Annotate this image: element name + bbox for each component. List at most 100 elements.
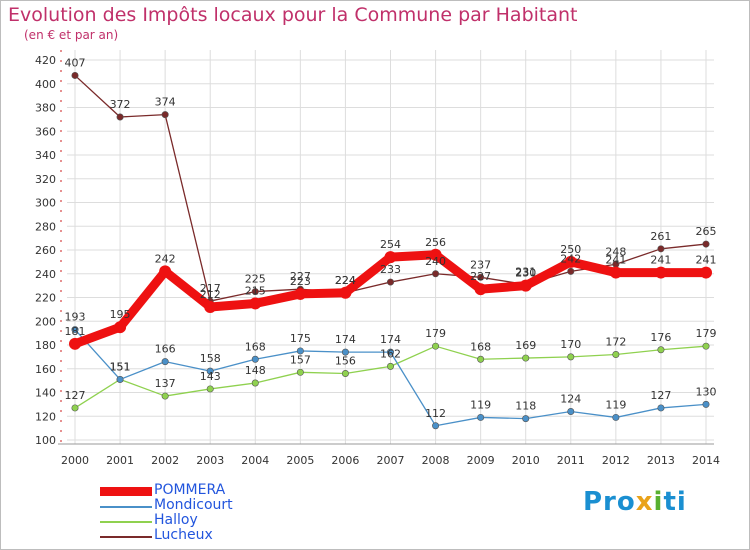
data-point-halloy <box>432 342 440 350</box>
data-label-lucheux: 231 <box>515 265 536 278</box>
data-label-lucheux: 248 <box>605 245 626 258</box>
data-point-halloy <box>71 404 79 412</box>
data-label-pommera: 242 <box>155 252 176 265</box>
x-tick-label: 2002 <box>151 454 179 467</box>
data-label-halloy: 127 <box>65 389 86 402</box>
data-label-mondicourt: 119 <box>605 398 626 411</box>
data-point-mondicourt <box>251 355 259 363</box>
data-point-pommera <box>654 266 667 279</box>
data-label-mondicourt: 193 <box>65 311 86 324</box>
data-point-lucheux <box>477 273 485 281</box>
x-tick-label: 2004 <box>241 454 269 467</box>
data-point-mondicourt <box>477 413 485 421</box>
x-tick-label: 2006 <box>331 454 359 467</box>
data-point-halloy <box>161 392 169 400</box>
data-point-mondicourt <box>567 407 575 415</box>
data-label-halloy: 143 <box>200 370 221 383</box>
x-tick-label: 2001 <box>106 454 134 467</box>
x-tick-label: 2011 <box>557 454 585 467</box>
data-label-halloy: 179 <box>696 327 717 340</box>
data-point-lucheux <box>657 245 665 253</box>
data-point-pommera <box>474 283 487 296</box>
data-point-pommera <box>384 251 397 264</box>
data-label-pommera: 181 <box>65 325 86 338</box>
y-tick-label: 280 <box>35 220 56 233</box>
y-tick-label: 320 <box>35 173 56 186</box>
data-point-mondicourt <box>386 348 394 356</box>
logo-part-4: ti <box>663 487 687 517</box>
data-label-mondicourt: 112 <box>425 407 446 420</box>
data-point-halloy <box>341 369 349 377</box>
data-point-mondicourt <box>702 400 710 408</box>
data-label-lucheux: 261 <box>650 230 671 243</box>
data-point-lucheux <box>432 270 440 278</box>
logo-part-2: x <box>635 487 654 517</box>
y-tick-label: 400 <box>35 78 56 91</box>
x-tick-label: 2009 <box>467 454 495 467</box>
data-point-pommera <box>429 248 442 261</box>
data-label-halloy: 156 <box>335 355 356 368</box>
data-point-lucheux <box>567 267 575 275</box>
data-point-mondicourt <box>206 367 214 375</box>
data-label-pommera: 241 <box>605 254 626 267</box>
data-label-lucheux: 242 <box>560 252 581 265</box>
data-label-halloy: 137 <box>155 377 176 390</box>
proxiti-logo: Proxiti <box>583 487 687 517</box>
data-label-pommera: 223 <box>290 275 311 288</box>
x-tick-label: 2012 <box>602 454 630 467</box>
data-label-pommera: 212 <box>200 288 221 301</box>
data-label-halloy: 148 <box>245 364 266 377</box>
data-label-mondicourt: 124 <box>560 393 581 406</box>
data-point-pommera <box>204 301 217 313</box>
chart-subtitle: (en € et par an) <box>24 28 119 42</box>
chart-title: Evolution des Impôts locaux pour la Comm… <box>8 4 578 26</box>
data-label-pommera: 215 <box>245 284 266 297</box>
data-label-pommera: 250 <box>560 243 581 256</box>
data-label-pommera: 224 <box>335 274 356 287</box>
x-tick-label: 2010 <box>512 454 540 467</box>
data-label-halloy: 168 <box>470 340 491 353</box>
data-point-pommera <box>249 297 262 310</box>
data-label-lucheux: 265 <box>696 225 717 238</box>
x-tick-label: 2013 <box>647 454 675 467</box>
data-label-mondicourt: 119 <box>470 398 491 411</box>
data-label-halloy: 170 <box>560 338 581 351</box>
data-label-lucheux: 233 <box>380 263 401 276</box>
data-label-pommera: 241 <box>650 254 671 267</box>
y-tick-label: 160 <box>35 363 56 376</box>
data-label-lucheux: 225 <box>245 273 266 286</box>
y-tick-label: 340 <box>35 149 56 162</box>
legend-item-mondicourt: Mondicourt <box>100 497 300 514</box>
data-point-mondicourt <box>612 413 620 421</box>
data-label-halloy: 179 <box>425 327 446 340</box>
data-label-halloy: 157 <box>290 353 311 366</box>
y-tick-label: 100 <box>35 434 56 447</box>
data-label-mondicourt: 158 <box>200 352 221 365</box>
data-point-mondicourt <box>116 375 124 383</box>
data-point-halloy <box>702 342 710 350</box>
legend-label-mondicourt: Mondicourt <box>154 497 233 513</box>
y-tick-label: 180 <box>35 339 56 352</box>
x-tick-label: 2014 <box>692 454 720 467</box>
data-label-lucheux: 237 <box>470 258 491 271</box>
data-label-mondicourt: 130 <box>696 385 717 398</box>
data-label-lucheux: 372 <box>110 98 131 111</box>
data-point-halloy <box>206 385 214 393</box>
data-label-halloy: 169 <box>515 339 536 352</box>
legend-swatch-pommera <box>100 487 152 496</box>
data-point-mondicourt <box>522 415 530 423</box>
legend-label-lucheux: Lucheux <box>154 527 213 543</box>
y-tick-label: 260 <box>35 244 56 257</box>
x-tick-label: 2007 <box>377 454 405 467</box>
data-point-halloy <box>657 346 665 354</box>
data-point-halloy <box>296 368 304 376</box>
data-label-lucheux: 227 <box>290 270 311 283</box>
data-label-mondicourt: 174 <box>335 333 356 346</box>
data-label-pommera: 241 <box>696 254 717 267</box>
data-point-mondicourt <box>432 422 440 430</box>
data-label-halloy: 151 <box>110 360 131 373</box>
data-label-lucheux: 407 <box>65 56 86 69</box>
data-label-lucheux: 217 <box>200 282 221 295</box>
data-point-halloy <box>477 355 485 363</box>
legend-item-halloy: Halloy <box>100 512 300 529</box>
